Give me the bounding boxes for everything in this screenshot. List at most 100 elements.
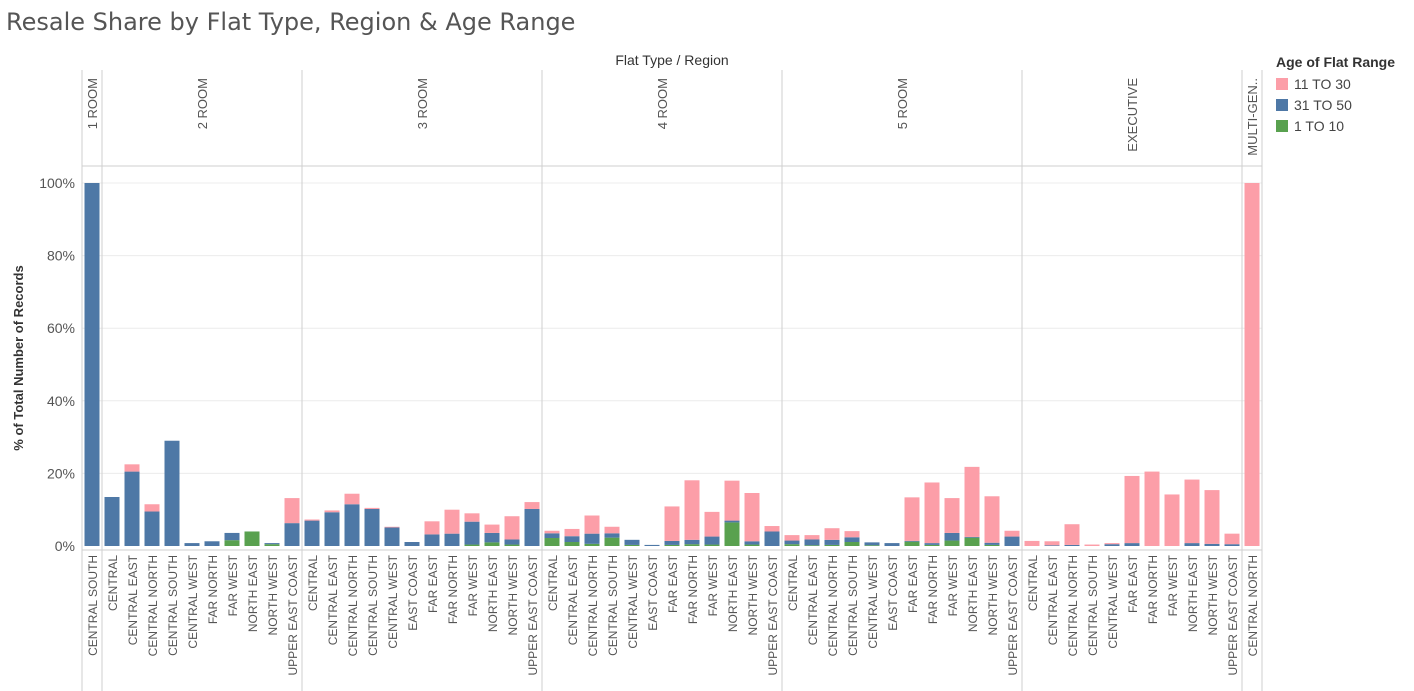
bar-segment-11-to-30 bbox=[964, 466, 980, 537]
x-tick-label: FAR NORTH bbox=[926, 555, 940, 624]
legend-swatch bbox=[1276, 120, 1288, 132]
legend-item-1-to-10[interactable]: 1 TO 10 bbox=[1276, 116, 1395, 137]
x-tick-label: FAR EAST bbox=[906, 554, 920, 613]
bar-segment-1-to-10 bbox=[564, 542, 580, 546]
legend-item-11-to-30[interactable]: 11 TO 30 bbox=[1276, 74, 1395, 95]
bar-segment-31-to-50 bbox=[1044, 545, 1060, 546]
bar-segment-1-to-10 bbox=[604, 537, 620, 546]
bar-segment-11-to-30 bbox=[924, 482, 940, 544]
bar-segment-11-to-30 bbox=[844, 531, 860, 538]
x-tick-label: EAST COAST bbox=[406, 554, 420, 630]
bar-segment-31-to-50 bbox=[84, 183, 100, 546]
x-tick-label: CENTRAL SOUTH bbox=[86, 555, 100, 656]
x-tick-label: CENTRAL WEST bbox=[626, 554, 640, 648]
x-tick-label: FAR NORTH bbox=[446, 555, 460, 624]
x-tick-label: EAST COAST bbox=[646, 554, 660, 630]
x-tick-label: CENTRAL NORTH bbox=[1066, 555, 1080, 656]
bar-segment-11-to-30 bbox=[484, 524, 500, 533]
bar-segment-31-to-50 bbox=[544, 533, 560, 539]
legend-title: Age of Flat Range bbox=[1276, 54, 1396, 70]
bar-segment-1-to-10 bbox=[864, 545, 880, 546]
x-tick-label: FAR EAST bbox=[666, 554, 680, 613]
bar-segment-11-to-30 bbox=[324, 510, 340, 513]
x-tick-label: FAR EAST bbox=[426, 554, 440, 613]
x-tick-label: NORTH EAST bbox=[1186, 554, 1200, 632]
bar-segment-31-to-50 bbox=[104, 496, 120, 546]
bar-segment-31-to-50 bbox=[884, 543, 900, 546]
bar-segment-1-to-10 bbox=[824, 544, 840, 546]
bar-segment-11-to-30 bbox=[304, 519, 320, 521]
bar-segment-31-to-50 bbox=[1204, 543, 1220, 546]
x-tick-label: CENTRAL NORTH bbox=[826, 555, 840, 656]
x-tick-label: FAR WEST bbox=[226, 554, 240, 616]
x-tick-label: FAR NORTH bbox=[206, 555, 220, 624]
x-tick-label: UPPER EAST COAST bbox=[1006, 554, 1020, 675]
x-tick-label: NORTH EAST bbox=[246, 554, 260, 632]
bar-segment-1-to-10 bbox=[924, 544, 940, 546]
bar-segment-11-to-30 bbox=[424, 521, 440, 535]
x-tick-label: FAR WEST bbox=[706, 554, 720, 616]
bar-segment-11-to-30 bbox=[604, 526, 620, 534]
bar-segment-11-to-30 bbox=[1064, 524, 1080, 545]
x-tick-label: CENTRAL EAST bbox=[1046, 554, 1060, 645]
x-tick-label: FAR WEST bbox=[1166, 554, 1180, 616]
x-tick-label: UPPER EAST COAST bbox=[1226, 554, 1240, 675]
bar-segment-31-to-50 bbox=[764, 531, 780, 546]
x-tick-label: CENTRAL WEST bbox=[386, 554, 400, 648]
group-header: 5 ROOM bbox=[895, 78, 910, 129]
x-tick-label: CENTRAL NORTH bbox=[346, 555, 360, 656]
bar-segment-1-to-10 bbox=[464, 544, 480, 546]
x-tick-label: CENTRAL EAST bbox=[566, 554, 580, 645]
x-tick-label: CENTRAL bbox=[106, 555, 120, 611]
x-tick-label: CENTRAL EAST bbox=[806, 554, 820, 645]
legend-item-31-to-50[interactable]: 31 TO 50 bbox=[1276, 95, 1395, 116]
bar-segment-31-to-50 bbox=[944, 532, 960, 541]
x-tick-label: CENTRAL SOUTH bbox=[366, 555, 380, 656]
bar-segment-11-to-30 bbox=[1204, 490, 1220, 544]
x-tick-label: UPPER EAST COAST bbox=[286, 554, 300, 675]
bar-segment-31-to-50 bbox=[444, 533, 460, 546]
bar-segment-11-to-30 bbox=[364, 507, 380, 509]
bar-segment-31-to-50 bbox=[644, 544, 660, 546]
bar-segment-1-to-10 bbox=[744, 544, 760, 546]
x-tick-label: CENTRAL SOUTH bbox=[606, 555, 620, 656]
bar-segment-11-to-30 bbox=[284, 498, 300, 524]
bar-segment-31-to-50 bbox=[684, 539, 700, 545]
bar-segment-11-to-30 bbox=[344, 493, 360, 505]
bar-segment-11-to-30 bbox=[544, 530, 560, 534]
bar-segment-31-to-50 bbox=[624, 539, 640, 545]
legend-label: 11 TO 30 bbox=[1294, 76, 1351, 92]
bar-segment-31-to-50 bbox=[844, 537, 860, 543]
bar-segment-31-to-50 bbox=[824, 539, 840, 545]
bar-segment-1-to-10 bbox=[224, 540, 240, 546]
bar-segment-31-to-50 bbox=[704, 536, 720, 545]
bar-segment-11-to-30 bbox=[824, 528, 840, 540]
bar-segment-11-to-30 bbox=[524, 502, 540, 509]
bar-segment-31-to-50 bbox=[264, 543, 280, 545]
y-tick-label: 20% bbox=[47, 465, 75, 481]
group-header: MULTI-GEN.. bbox=[1245, 78, 1260, 156]
bar-segment-11-to-30 bbox=[904, 497, 920, 541]
x-tick-label: FAR NORTH bbox=[686, 555, 700, 624]
bar-segment-1-to-10 bbox=[784, 544, 800, 546]
x-tick-label: CENTRAL NORTH bbox=[1246, 555, 1260, 656]
bar-segment-1-to-10 bbox=[624, 544, 640, 546]
group-header: 1 ROOM bbox=[85, 78, 100, 129]
bar-segment-31-to-50 bbox=[424, 534, 440, 546]
bar-segment-31-to-50 bbox=[804, 539, 820, 546]
bar-segment-31-to-50 bbox=[1184, 543, 1200, 546]
x-tick-label: UPPER EAST COAST bbox=[526, 554, 540, 675]
y-tick-label: 60% bbox=[47, 320, 75, 336]
x-tick-label: EAST COAST bbox=[886, 554, 900, 630]
bar-segment-11-to-30 bbox=[1124, 475, 1140, 544]
bar-segment-11-to-30 bbox=[1184, 479, 1200, 544]
bar-segment-11-to-30 bbox=[784, 535, 800, 541]
bar-chart: Flat Type / Region % of Total Number of R… bbox=[11, 52, 1263, 691]
bar-segment-31-to-50 bbox=[864, 542, 880, 546]
y-tick-label: 40% bbox=[47, 393, 75, 409]
bar-segment-1-to-10 bbox=[584, 543, 600, 546]
bar-segment-1-to-10 bbox=[664, 544, 680, 546]
x-tick-label: FAR WEST bbox=[466, 554, 480, 616]
bar-segment-1-to-10 bbox=[804, 545, 820, 546]
x-tick-label: CENTRAL SOUTH bbox=[846, 555, 860, 656]
